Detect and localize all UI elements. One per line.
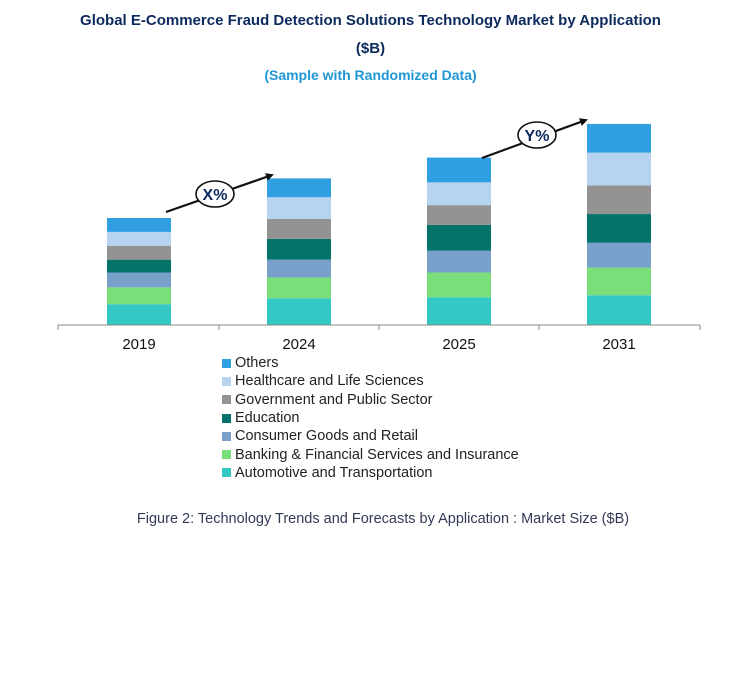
bar-segment-2024-healthcare-and-life-sciences xyxy=(267,197,331,220)
legend-item-others: Others xyxy=(222,354,519,372)
bar-segment-2031-automotive-and-transportation xyxy=(587,295,651,325)
x-axis-label-2019: 2019 xyxy=(122,336,155,353)
stacked-bar-chart: 2019 2024 2025 2031 X% Y% xyxy=(57,118,701,353)
legend-item-healthcare-and-life-sciences: Healthcare and Life Sciences xyxy=(222,372,519,390)
legend-label: Government and Public Sector xyxy=(235,391,433,408)
growth-label-2: Y% xyxy=(525,128,550,145)
bar-segment-2025-government-and-public-sector xyxy=(427,205,491,225)
chart-subtitle: (Sample with Randomized Data) xyxy=(264,67,477,83)
bar-segment-2025-education xyxy=(427,224,491,251)
bar-segment-2024-education xyxy=(267,238,331,260)
bar-segment-2031-education xyxy=(587,214,651,243)
x-axis-ticks xyxy=(57,325,701,330)
bars-group xyxy=(107,123,651,325)
bar-segment-2019-others xyxy=(107,218,171,232)
bar-segment-2024-government-and-public-sector xyxy=(267,219,331,239)
growth-label-1-bubble xyxy=(195,180,235,208)
legend-swatch xyxy=(222,450,231,460)
bar-segment-2019-education xyxy=(107,259,171,273)
bar-segment-2031-banking-financial-services-and-insurance xyxy=(587,267,651,296)
bar-segment-2019-automotive-and-transportation xyxy=(107,304,171,325)
bar-segment-2019-consumer-goods-and-retail xyxy=(107,272,171,288)
legend-item-education: Education xyxy=(222,409,519,427)
bar-segment-2025-banking-financial-services-and-insurance xyxy=(427,272,491,298)
legend-item-automotive-and-transportation: Automotive and Transportation xyxy=(222,464,519,482)
bar-segment-2031-consumer-goods-and-retail xyxy=(587,242,651,268)
bar-segment-2019-healthcare-and-life-sciences xyxy=(107,231,171,246)
bar-segment-2025-consumer-goods-and-retail xyxy=(427,250,491,273)
bar-segment-2031-government-and-public-sector xyxy=(587,185,651,215)
legend-swatch xyxy=(222,431,231,441)
legend-item-banking-financial-services-and-insurance: Banking & Financial Services and Insuran… xyxy=(222,445,519,463)
bar-segment-2025-automotive-and-transportation xyxy=(427,297,491,325)
legend-label: Banking & Financial Services and Insuran… xyxy=(235,446,519,463)
x-axis-label-2031: 2031 xyxy=(602,336,635,353)
legend-label: Automotive and Transportation xyxy=(235,464,433,481)
bar-segment-2024-banking-financial-services-and-insurance xyxy=(267,277,331,299)
legend-label: Consumer Goods and Retail xyxy=(235,428,418,445)
bar-segment-2024-others xyxy=(267,178,331,198)
bar-segment-2019-banking-financial-services-and-insurance xyxy=(107,287,171,305)
legend-label: Healthcare and Life Sciences xyxy=(235,373,424,390)
growth-label-2-bubble xyxy=(517,121,557,149)
chart-legend: Others Healthcare and Life Sciences Govern… xyxy=(222,354,519,482)
bar-segment-2019-government-and-public-sector xyxy=(107,245,171,260)
chart-title: Global E-Commerce Fraud Detection Soluti… xyxy=(80,12,661,29)
legend-swatch xyxy=(222,468,231,478)
bar-segment-2025-others xyxy=(427,157,491,183)
x-axis-label-2025: 2025 xyxy=(442,336,475,353)
legend-label: Others xyxy=(235,355,279,372)
figure-caption: Figure 2: Technology Trends and Forecast… xyxy=(136,511,630,527)
growth-label-1: X% xyxy=(203,187,228,204)
legend-label: Education xyxy=(235,410,300,427)
bar-segment-2031-others xyxy=(587,123,651,153)
bar-segment-2024-automotive-and-transportation xyxy=(267,298,331,325)
legend-swatch xyxy=(222,376,231,386)
legend-swatch xyxy=(222,358,231,368)
legend-item-government-and-public-sector: Government and Public Sector xyxy=(222,391,519,409)
legend-item-consumer-goods-and-retail: Consumer Goods and Retail xyxy=(222,427,519,445)
legend-swatch xyxy=(222,395,231,405)
x-axis-labels: 2019 2024 2025 2031 xyxy=(122,336,635,353)
chart-title-unit: ($B) xyxy=(355,40,386,57)
bar-segment-2025-healthcare-and-life-sciences xyxy=(427,182,491,206)
x-axis-label-2024: 2024 xyxy=(282,336,315,353)
legend-swatch xyxy=(222,413,231,423)
bar-segment-2024-consumer-goods-and-retail xyxy=(267,259,331,278)
bar-segment-2031-healthcare-and-life-sciences xyxy=(587,152,651,186)
